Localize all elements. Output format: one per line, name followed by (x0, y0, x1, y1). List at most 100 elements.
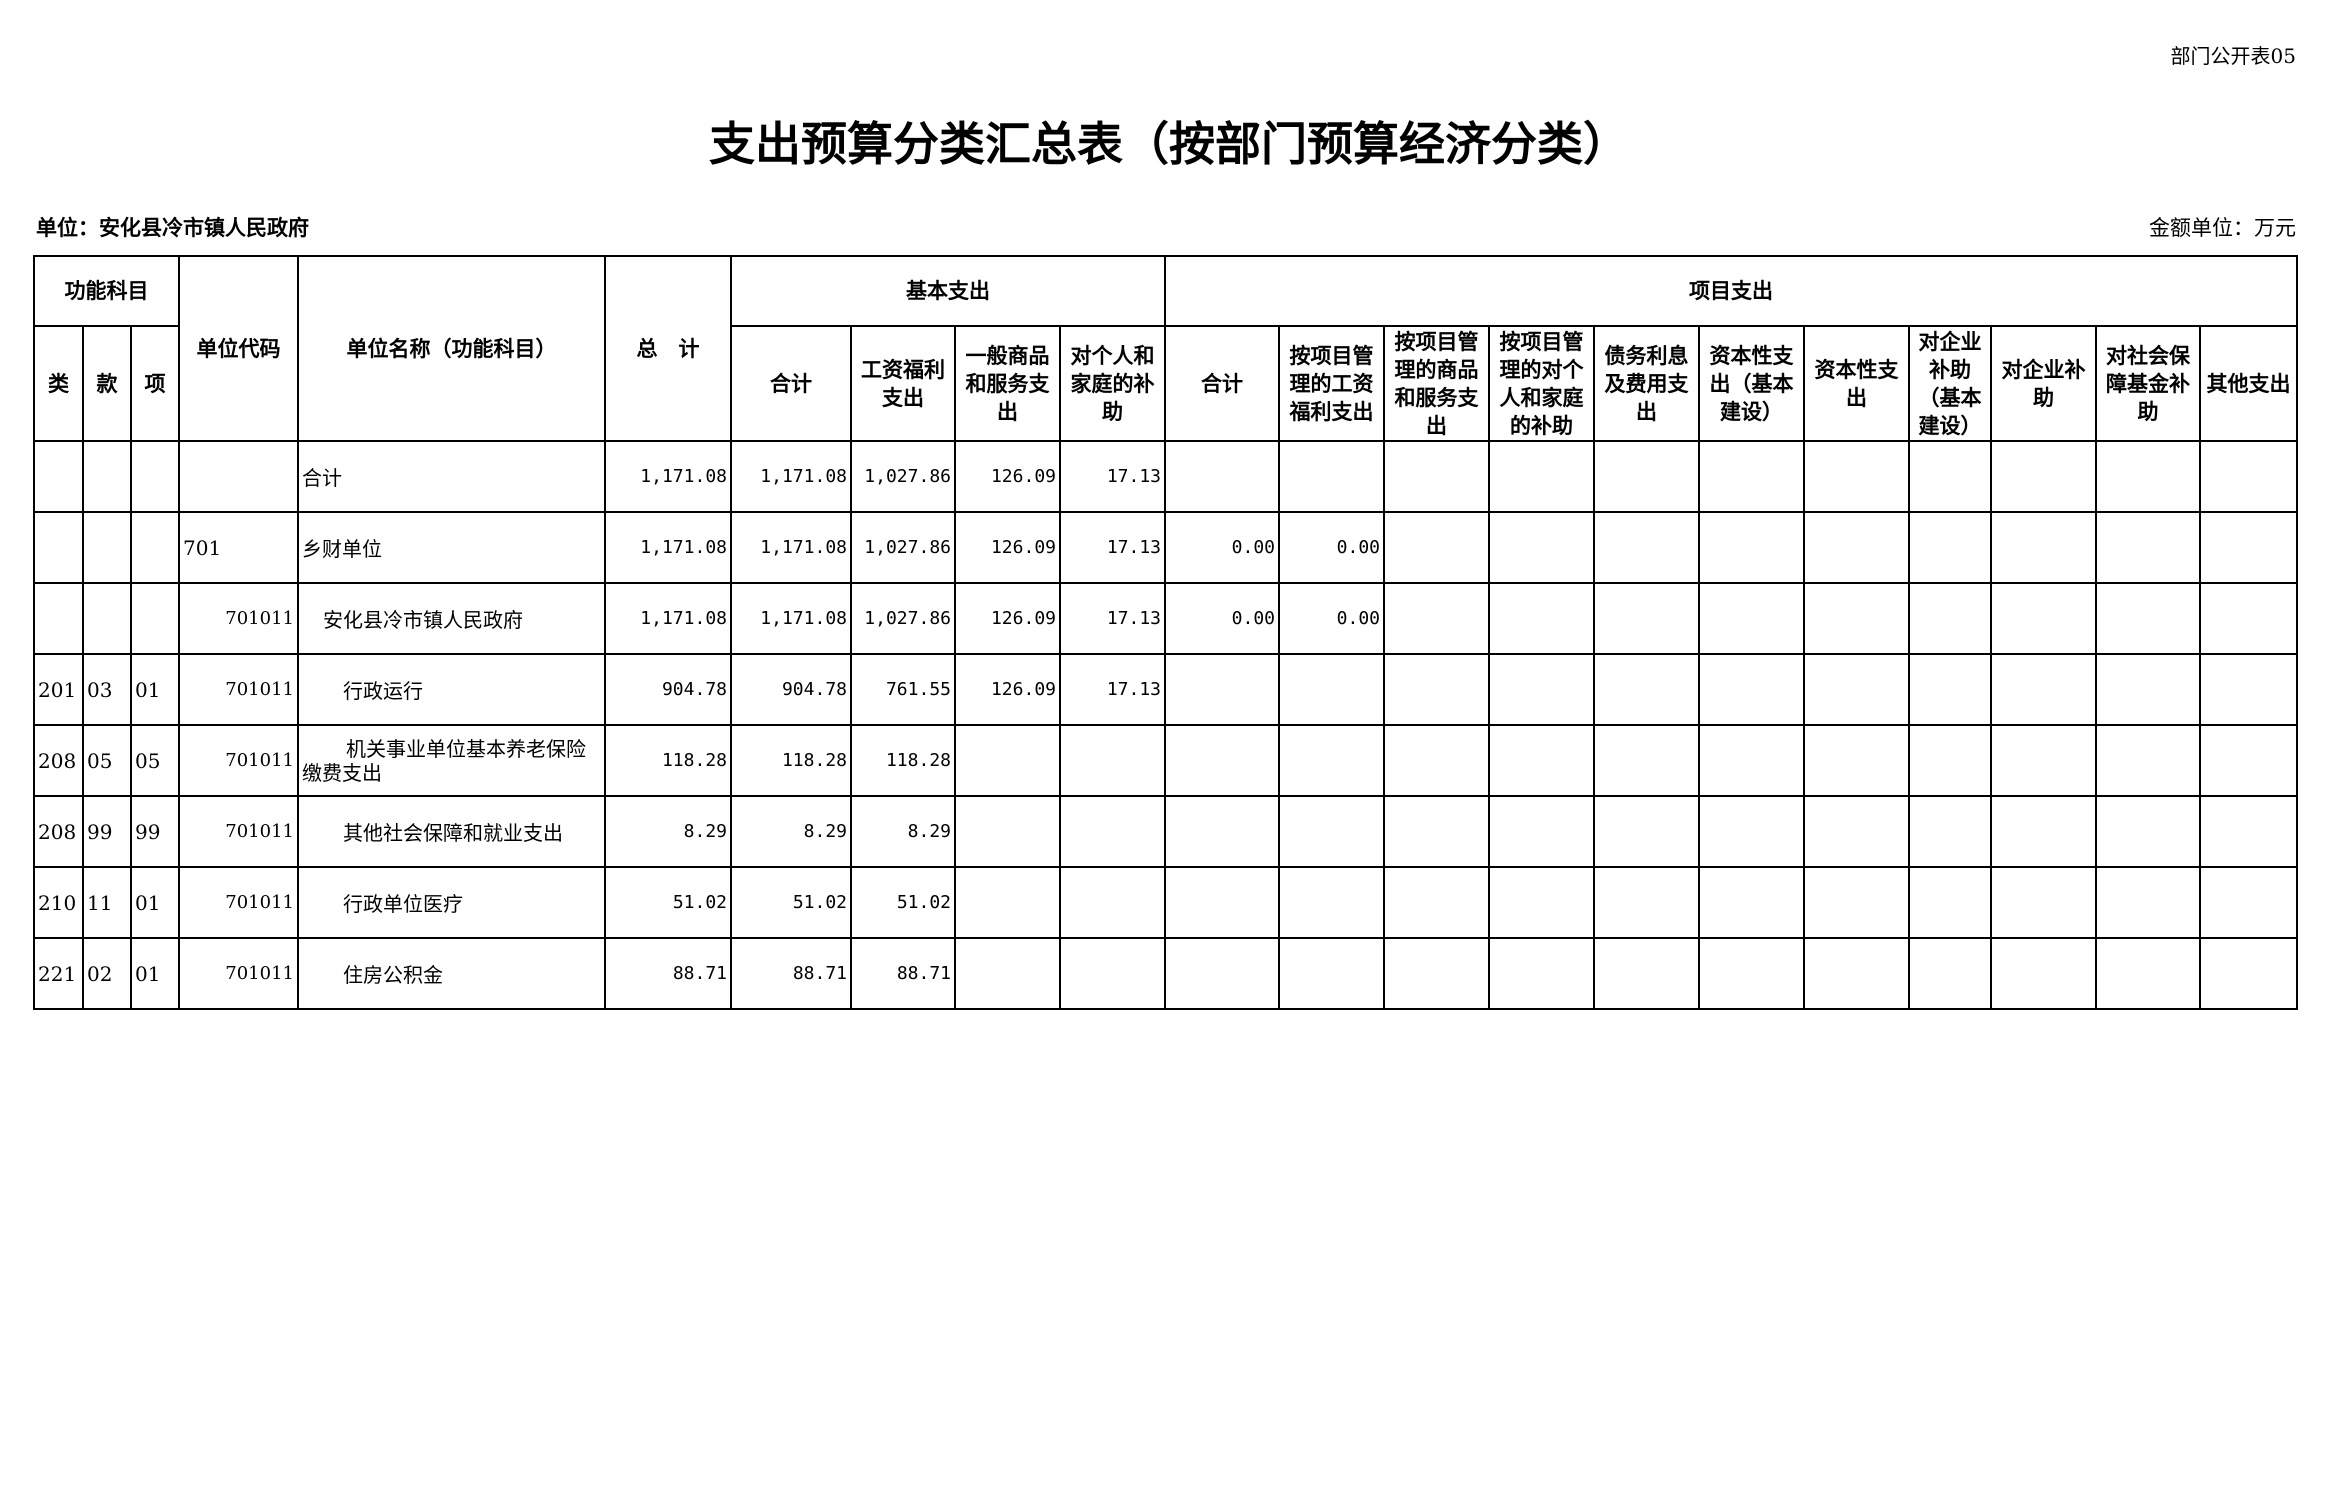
cell-basic: 8.29 (850, 795, 956, 868)
header-basic-col: 工资福利支出 (850, 325, 956, 442)
cell-project (1803, 440, 1910, 513)
cell-project (1698, 511, 1805, 584)
header-kuan: 款 (82, 325, 132, 442)
cell-project (1698, 866, 1805, 939)
cell-project (1488, 937, 1595, 1010)
cell-basic: 17.13 (1059, 511, 1166, 584)
cell-project (2199, 795, 2298, 868)
cell-project (1803, 724, 1910, 797)
cell-project (1593, 511, 1700, 584)
cell-basic (954, 795, 1061, 868)
cell-project (2095, 511, 2201, 584)
cell-project (1278, 653, 1385, 726)
cell-basic: 1,027.86 (850, 511, 956, 584)
header-project-col: 其他支出 (2199, 325, 2298, 442)
cell-basic: 88.71 (850, 937, 956, 1010)
cell-xiang (130, 440, 180, 513)
cell-project (1164, 937, 1280, 1010)
cell-project (1488, 795, 1595, 868)
cell-basic: 1,171.08 (730, 582, 852, 655)
cell-project (1698, 440, 1805, 513)
cell-basic: 761.55 (850, 653, 956, 726)
cell-basic: 1,171.08 (730, 440, 852, 513)
header-basic-col: 对个人和家庭的补助 (1059, 325, 1166, 442)
cell-project (1908, 440, 1992, 513)
cell-project (1990, 937, 2097, 1010)
cell-kuan (82, 440, 132, 513)
cell-total: 8.29 (604, 795, 732, 868)
cell-project (1698, 937, 1805, 1010)
cell-project (1990, 653, 2097, 726)
cell-basic: 126.09 (954, 653, 1061, 726)
cell-project (1383, 440, 1490, 513)
cell-project (1908, 653, 1992, 726)
cell-basic: 17.13 (1059, 440, 1166, 513)
table-row: 208 99 99 701011 其他社会保障和就业支出 8.29 8.29 8.29 (33, 795, 2298, 868)
header-project-col: 合计 (1164, 325, 1280, 442)
cell-kuan (82, 582, 132, 655)
cell-xiang: 01 (130, 866, 180, 939)
cell-project (1698, 582, 1805, 655)
cell-xiang: 01 (130, 653, 180, 726)
cell-project (1698, 795, 1805, 868)
cell-total: 904.78 (604, 653, 732, 726)
cell-basic: 51.02 (850, 866, 956, 939)
cell-lei (33, 511, 84, 584)
cell-project (1164, 724, 1280, 797)
cell-lei (33, 582, 84, 655)
cell-kuan: 02 (82, 937, 132, 1010)
cell-project (1164, 440, 1280, 513)
header-project-col: 资本性支出（基本建设） (1698, 325, 1805, 442)
cell-basic: 51.02 (730, 866, 852, 939)
header-project-col: 债务利息及费用支出 (1593, 325, 1700, 442)
cell-basic: 904.78 (730, 653, 852, 726)
cell-project (1593, 937, 1700, 1010)
table-row: 210 11 01 701011 行政单位医疗 51.02 51.02 51.02 (33, 866, 2298, 939)
cell-project (1488, 511, 1595, 584)
cell-project (1908, 511, 1992, 584)
cell-project (2095, 582, 2201, 655)
cell-project (2199, 937, 2298, 1010)
cell-kuan: 05 (82, 724, 132, 797)
cell-unit-code: 701011 (178, 795, 299, 868)
cell-project (2095, 653, 2201, 726)
table-row: 合计 1,171.08 1,171.08 1,027.86 126.09 17.13 (33, 440, 2298, 513)
cell-project (1488, 653, 1595, 726)
cell-unit-name: 安化县冷市镇人民政府 (297, 582, 606, 655)
header-project-col: 对企业补助（基本建设） (1908, 325, 1992, 442)
cell-unit-name: 行政单位医疗 (297, 866, 606, 939)
cell-unit-code (178, 440, 299, 513)
money-unit-label: 金额单位：万元 (2149, 216, 2296, 240)
cell-unit-name: 乡财单位 (297, 511, 606, 584)
cell-basic: 118.28 (850, 724, 956, 797)
page-title: 支出预算分类汇总表（按部门预算经济分类） (709, 117, 1629, 171)
cell-basic: 88.71 (730, 937, 852, 1010)
cell-xiang (130, 511, 180, 584)
cell-project: 0.00 (1278, 582, 1385, 655)
cell-project (1593, 582, 1700, 655)
cell-basic (954, 937, 1061, 1010)
cell-project (2095, 866, 2201, 939)
cell-total: 1,171.08 (604, 440, 732, 513)
cell-total: 118.28 (604, 724, 732, 797)
cell-project (2199, 653, 2298, 726)
header-project-col: 对企业补助 (1990, 325, 2097, 442)
cell-lei: 221 (33, 937, 84, 1010)
header-basic-col: 一般商品和服务支出 (954, 325, 1061, 442)
cell-project (1908, 795, 1992, 868)
cell-project (1383, 653, 1490, 726)
cell-basic (954, 724, 1061, 797)
budget-table: 功能科目 单位代码 单位名称（功能科目） 总 计 基本支出 项目支出 类 款 项… (33, 255, 2298, 1010)
cell-project (1990, 724, 2097, 797)
cell-project (1990, 795, 2097, 868)
cell-lei: 208 (33, 795, 84, 868)
cell-project (1383, 511, 1490, 584)
cell-unit-name: 住房公积金 (297, 937, 606, 1010)
cell-project (1164, 866, 1280, 939)
cell-project (1488, 582, 1595, 655)
header-project-col: 资本性支出 (1803, 325, 1910, 442)
cell-project (2199, 440, 2298, 513)
cell-kuan: 03 (82, 653, 132, 726)
cell-basic (954, 866, 1061, 939)
cell-basic: 126.09 (954, 511, 1061, 584)
